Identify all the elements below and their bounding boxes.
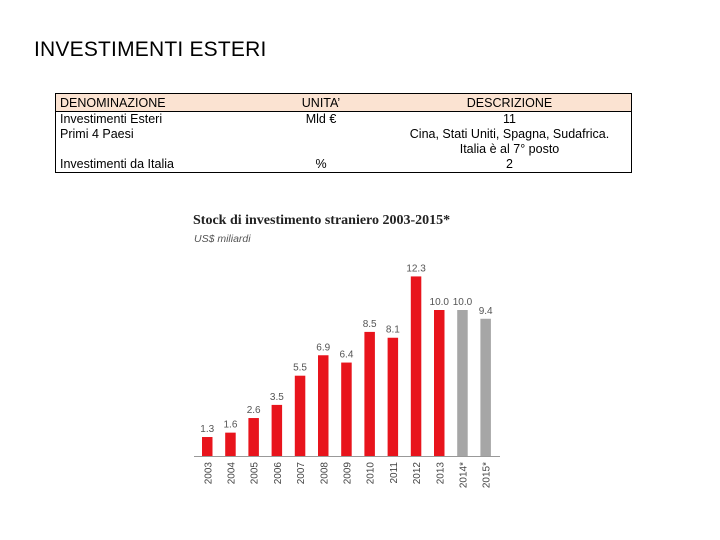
bar-2004 (225, 432, 236, 456)
table-cell (56, 142, 255, 157)
x-tick-label: 2008 (319, 462, 330, 485)
table-cell: Investimenti Esteri (60, 112, 163, 126)
data-label: 10.0 (453, 297, 473, 308)
data-label: 6.9 (316, 342, 330, 353)
table-cell: Mld € (305, 112, 337, 126)
bar-2014* (457, 310, 468, 456)
x-tick-label: 2010 (366, 462, 377, 485)
chart-subtitle: US$ miliardi (194, 233, 251, 245)
x-tick-label: 2003 (203, 462, 214, 485)
bar-2008 (318, 355, 329, 456)
x-tick-label: 2006 (273, 462, 284, 485)
data-label: 9.4 (479, 306, 493, 317)
bar-2007 (294, 375, 306, 456)
x-tick-label: 2009 (342, 462, 353, 485)
table-cell: Italia è al 7° posto (459, 142, 560, 156)
data-label: 1.6 (223, 420, 237, 431)
x-tick-label: 2004 (226, 462, 237, 485)
x-tick-label: 2015* (482, 462, 493, 488)
x-tick-label: 2005 (250, 462, 261, 485)
table-row: Investimenti Esteri Mld € 11 (56, 112, 632, 128)
header-unita: UNITA’ (254, 93, 388, 112)
bar-2010 (364, 331, 375, 456)
data-label: 8.1 (386, 325, 400, 336)
table-cell: Primi 4 Paesi (60, 127, 134, 141)
chart-title: Stock di investimento straniero 2003-201… (193, 213, 451, 228)
x-tick-label: 2013 (435, 462, 446, 485)
data-label: 10.0 (430, 297, 450, 308)
info-table: DENOMINAZIONE UNITA’ DESCRIZIONE Investi… (55, 93, 632, 173)
bar-2009 (341, 362, 352, 456)
bar-chart: 1.3 2003 1.6 2004 2.6 2005 3.5 2006 5.5 2007 6.9 20… (194, 263, 500, 488)
table-row: Investimenti da Italia % 2 (56, 157, 632, 173)
header-descrizione: DESCRIZIONE (388, 93, 632, 112)
table-row: Primi 4 Paesi Cina, Stati Uniti, Spagna,… (56, 127, 632, 142)
bar-2011 (387, 337, 399, 456)
data-label: 5.5 (293, 363, 307, 374)
page-title: INVESTIMENTI ESTERI (34, 38, 267, 61)
x-tick-label: 2012 (412, 462, 423, 485)
table-row: Italia è al 7° posto (56, 142, 632, 157)
x-tick-label: 2011 (389, 462, 400, 484)
table-cell: 11 (503, 112, 516, 126)
table-cell: % (315, 157, 327, 171)
bar-2013 (434, 310, 445, 456)
table-header-row: DENOMINAZIONE UNITA’ DESCRIZIONE (55, 93, 632, 112)
data-label: 3.5 (270, 392, 284, 403)
bar-2003 (202, 437, 213, 456)
bar-2006 (271, 404, 283, 456)
table-cell: 2 (506, 157, 513, 171)
data-label: 2.6 (247, 405, 261, 416)
x-tick-label: 2007 (296, 462, 307, 485)
bar-2005 (248, 418, 259, 456)
data-label: 8.5 (363, 319, 377, 330)
data-label: 12.3 (406, 263, 426, 274)
table-cell (254, 127, 388, 142)
table-cell (254, 142, 388, 157)
bar-2015* (480, 318, 491, 456)
data-label: 1.3 (200, 424, 214, 435)
table-cell: Investimenti da Italia (60, 157, 174, 171)
x-tick-label: 2014* (458, 462, 469, 488)
header-denominazione: DENOMINAZIONE (55, 93, 254, 112)
data-label: 6.4 (339, 350, 353, 361)
bar-2012 (410, 276, 422, 456)
table-cell: Cina, Stati Uniti, Spagna, Sudafrica. (409, 127, 610, 141)
